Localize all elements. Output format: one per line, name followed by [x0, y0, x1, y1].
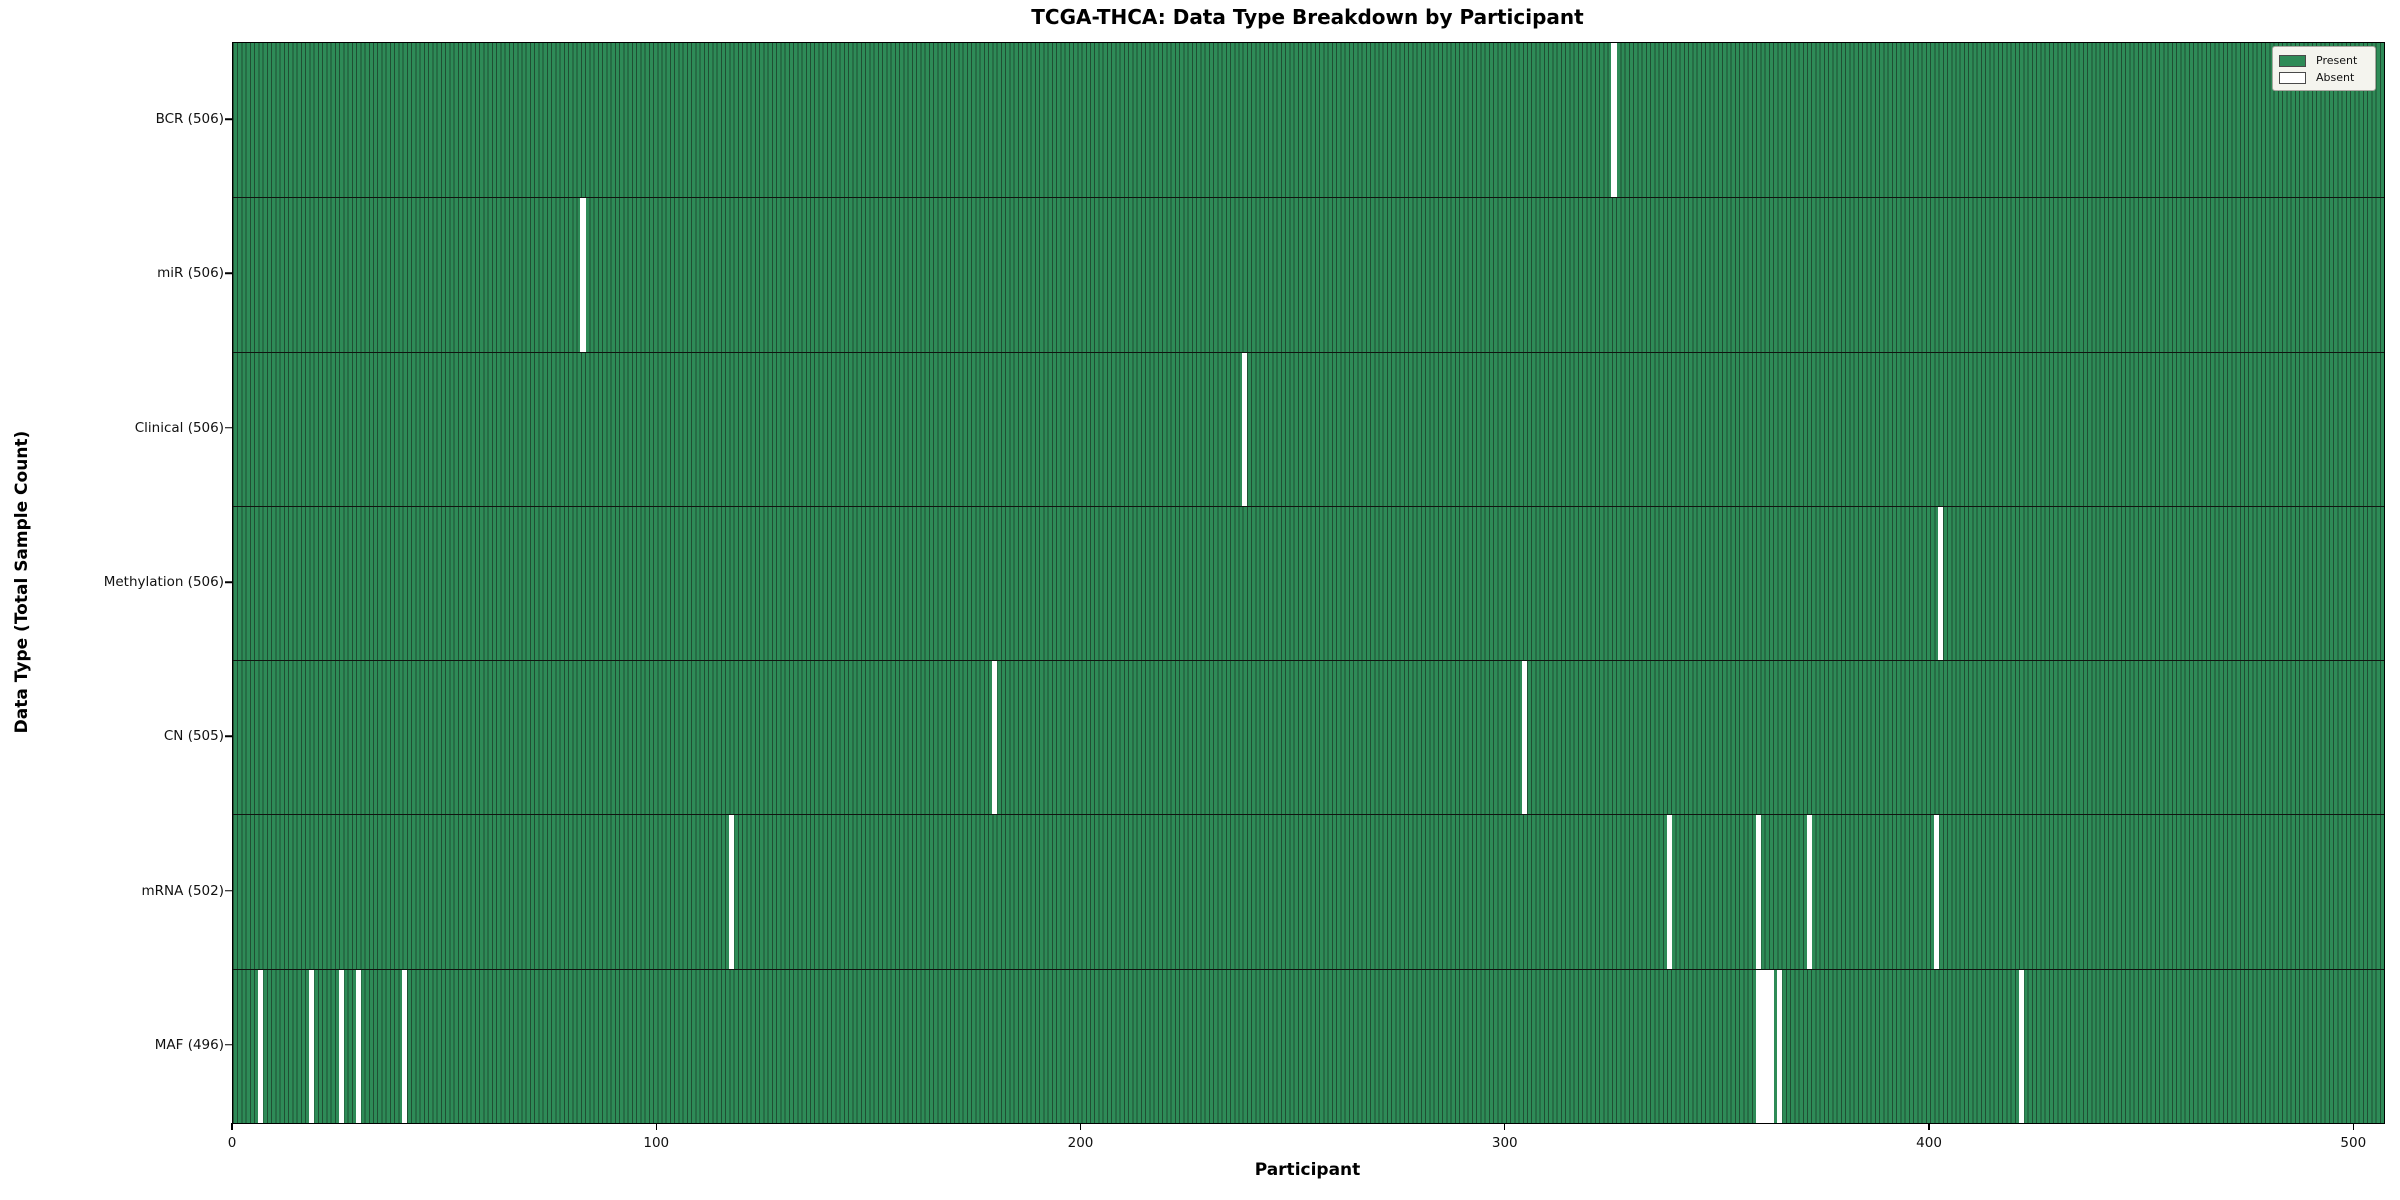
plot-area: [232, 42, 2385, 1124]
row-mrna: [233, 814, 2384, 969]
legend-entry-present: Present: [2279, 52, 2369, 69]
y-tick-mark: [225, 426, 232, 429]
x-tick-label-0: 0: [227, 1135, 237, 1151]
x-tick-label-200: 200: [1067, 1135, 1094, 1151]
absent-gap-maf-364: [1776, 969, 1783, 1123]
absent-gap-mrna-117: [728, 815, 735, 969]
x-tick-label-500: 500: [2340, 1135, 2367, 1151]
absent-gap-clinical-238: [1242, 352, 1248, 506]
absent-gap-mrna-371: [1806, 815, 1812, 969]
y-tick-label-cn: CN (505): [163, 728, 224, 745]
y-tick-mark: [225, 735, 232, 738]
y-tick-mark: [225, 272, 232, 275]
absent-gap-mir-82: [580, 198, 586, 352]
y-tick-label-mrna: mRNA (502): [141, 882, 224, 899]
absent-gap-maf-361: [1764, 969, 1770, 1123]
y-axis-label: Data Type (Total Sample Count): [12, 430, 32, 734]
y-tick-label-methylation: Methylation (506): [103, 574, 224, 590]
y-tick-label-maf: MAF (496): [154, 1036, 224, 1053]
x-tick-mark: [2352, 1123, 2354, 1130]
absent-gap-bcr-325: [1611, 43, 1617, 198]
row-clinical: [233, 351, 2384, 506]
x-tick-label-400: 400: [1916, 1135, 1942, 1151]
y-tick-mark: [225, 581, 232, 583]
chart-title: TCGA-THCA: Data Type Breakdown by Partic…: [1031, 5, 1584, 29]
absent-gap-maf-359: [1755, 969, 1761, 1123]
x-tick-label-100: 100: [643, 1135, 670, 1151]
y-tick-label-clinical: Clinical (506): [134, 419, 224, 436]
row-methylation: [233, 505, 2384, 661]
y-tick-label-mir: miR (506): [157, 265, 224, 282]
row-bcr: [233, 43, 2384, 198]
legend-swatch-absent: [2279, 71, 2306, 84]
x-tick-mark: [1504, 1123, 1506, 1130]
row-cn: [233, 660, 2384, 815]
x-axis-label: Participant: [1254, 1160, 1361, 1180]
x-tick-mark: [231, 1123, 233, 1130]
absent-gap-maf-362: [1768, 969, 1774, 1123]
row-mir: [233, 197, 2384, 352]
absent-gap-maf-40: [402, 969, 408, 1123]
absent-gap-maf-360: [1759, 969, 1766, 1123]
absent-gap-maf-25: [338, 969, 344, 1123]
legend-label: Present: [2316, 54, 2358, 67]
legend-swatch-present: [2279, 54, 2306, 67]
absent-gap-methylation-402: [1938, 506, 1944, 661]
absent-gap-cn-304: [1522, 661, 1528, 815]
x-tick-mark: [1928, 1123, 1930, 1130]
x-tick-mark: [1079, 1123, 1082, 1130]
absent-gap-mrna-338: [1666, 815, 1672, 969]
legend: Present Absent: [2272, 46, 2376, 91]
absent-gap-maf-29: [355, 969, 361, 1123]
absent-gap-mrna-401: [1933, 815, 1940, 969]
y-tick-label-bcr: BCR (506): [155, 111, 224, 128]
legend-entry-absent: Absent: [2279, 69, 2369, 86]
absent-gap-cn-179: [992, 661, 998, 815]
x-tick-mark: [655, 1123, 657, 1130]
y-tick-mark: [225, 889, 232, 892]
y-tick-mark: [225, 118, 232, 120]
absent-gap-maf-421: [2018, 969, 2024, 1123]
absent-gap-mrna-359: [1755, 815, 1761, 969]
y-tick-mark: [225, 1044, 232, 1046]
legend-label: Absent: [2316, 71, 2355, 84]
absent-gap-maf-18: [308, 969, 315, 1123]
absent-gap-maf-6: [258, 969, 264, 1123]
x-tick-label-300: 300: [1491, 1135, 1518, 1151]
row-maf: [233, 968, 2384, 1123]
